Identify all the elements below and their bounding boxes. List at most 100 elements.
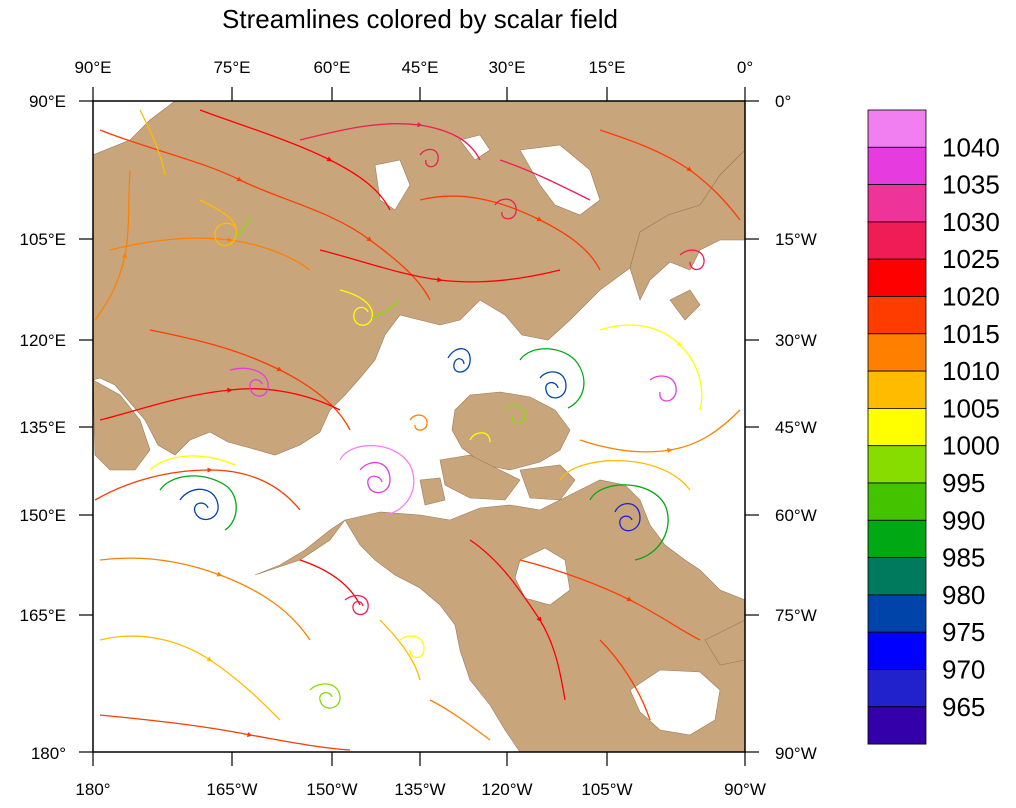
- colorbar-label: 1010: [942, 356, 1000, 386]
- streamline: [344, 594, 369, 616]
- colorbar-label: 990: [942, 505, 985, 535]
- streamline: [589, 484, 669, 561]
- colorbar-box: [867, 109, 927, 148]
- tick-label: 45°E: [401, 58, 438, 77]
- streamline: [519, 559, 701, 641]
- tick-label: 30°E: [488, 58, 525, 77]
- colorbar-box: [867, 296, 927, 335]
- top-axis-labels: 90°E 75°E 60°E 45°E 30°E 15°E 0°: [74, 58, 753, 77]
- tick-label: 150°W: [306, 780, 357, 799]
- greenland: [451, 391, 571, 471]
- colorbar-label: 1030: [942, 207, 1000, 237]
- streamline: [99, 557, 311, 641]
- streamline: [319, 249, 561, 283]
- streamline: [504, 404, 526, 425]
- tick-marks: [79, 87, 759, 766]
- tick-label: 180°: [75, 780, 110, 799]
- streamline: [679, 249, 705, 271]
- colorbar-label: 1000: [942, 431, 1000, 461]
- left-axis-labels: 90°E 105°E 120°E 135°E 150°E 165°E 180°: [19, 92, 66, 763]
- streamline: [409, 414, 428, 431]
- colorbar-box: [867, 445, 927, 484]
- streamline: [579, 409, 741, 453]
- streamlines: [94, 109, 741, 751]
- colorbar-box: [867, 482, 927, 521]
- streamline: [649, 375, 677, 402]
- colorbar-box: [867, 557, 927, 596]
- tick-label: 45°W: [775, 418, 817, 437]
- streamline: [419, 195, 601, 271]
- colorbar-box: [867, 519, 927, 558]
- colorbar-box: [867, 258, 927, 297]
- colorbar-box: [867, 631, 927, 670]
- tick-label: 0°: [775, 92, 791, 111]
- streamline: [419, 148, 439, 168]
- colorbar-box: [867, 669, 927, 708]
- streamline: [399, 635, 425, 659]
- streamline: [339, 444, 415, 516]
- streamline: [229, 367, 269, 397]
- tick-label: 120°E: [19, 331, 66, 350]
- tick-label: 0°: [737, 58, 753, 77]
- colorbar: 1040 1035 1030 1025 1020 1015 1010 1005 1000 995 9…: [867, 109, 1000, 745]
- tick-label: 165°E: [19, 606, 66, 625]
- chart-title: Streamlines colored by scalar field: [222, 4, 618, 34]
- colorbar-label: 1005: [942, 393, 1000, 423]
- streamline: [235, 214, 251, 237]
- tick-label: 165°W: [206, 780, 257, 799]
- map-plot-area: [93, 101, 745, 752]
- tick-label: 135°E: [19, 418, 66, 437]
- arctic-islands: [439, 454, 521, 501]
- streamline: [359, 461, 391, 494]
- streamline: [339, 289, 373, 326]
- streamline: [149, 329, 351, 431]
- streamline: [469, 432, 491, 443]
- streamline: [179, 488, 219, 521]
- tick-label: 105°W: [581, 780, 632, 799]
- tick-label: 90°E: [29, 92, 66, 111]
- tick-label: 60°E: [313, 58, 350, 77]
- colorbar-label: 1035: [942, 170, 1000, 200]
- colorbar-boxes: [867, 109, 927, 745]
- streamline: [379, 619, 421, 681]
- colorbar-label: 975: [942, 617, 985, 647]
- colorbar-label: 995: [942, 468, 985, 498]
- kamchatka: [93, 379, 151, 471]
- colorbar-box: [867, 706, 927, 745]
- streamline: [159, 475, 237, 531]
- streamline: [371, 299, 401, 319]
- tick-label: 90°W: [775, 744, 817, 763]
- streamline: [447, 348, 471, 373]
- streamline: [539, 371, 567, 399]
- colorbar-label: 965: [942, 692, 985, 722]
- colorbar-box: [867, 594, 927, 633]
- colorbar-box: [867, 333, 927, 372]
- tick-label: 105°E: [19, 230, 66, 249]
- streamline: [199, 109, 391, 211]
- colorbar-label: 1025: [942, 244, 1000, 274]
- colorbar-label: 1020: [942, 282, 1000, 312]
- streamline: [599, 639, 651, 721]
- tick-label: 90°W: [724, 780, 766, 799]
- streamline: [99, 387, 341, 421]
- tick-label: 75°W: [775, 606, 817, 625]
- tick-label: 120°W: [481, 780, 532, 799]
- tick-label: 60°W: [775, 506, 817, 525]
- streamline: [139, 109, 166, 176]
- colorbar-label: 1040: [942, 132, 1000, 162]
- streamline: [99, 129, 431, 301]
- europe-landmass: [629, 149, 745, 301]
- streamline: [94, 467, 301, 511]
- streamline: [109, 237, 311, 271]
- tick-label: 75°E: [213, 58, 250, 77]
- tick-label: 90°E: [74, 58, 111, 77]
- bottom-axis-labels: 180° 165°W 150°W 135°W 120°W 105°W 90°W: [75, 780, 765, 799]
- streamline: [99, 635, 281, 721]
- tick-label: 135°W: [394, 780, 445, 799]
- streamline: [299, 122, 481, 161]
- streamline: [469, 539, 566, 701]
- streamline: [494, 198, 517, 220]
- streamline: [429, 699, 491, 741]
- colorbar-box: [867, 407, 927, 447]
